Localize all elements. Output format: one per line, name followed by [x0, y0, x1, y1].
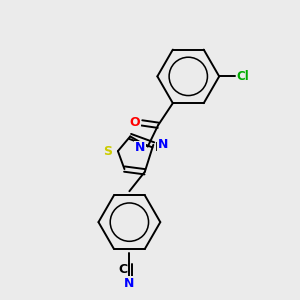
- Text: N: N: [124, 277, 135, 290]
- Text: N: N: [134, 141, 145, 154]
- Text: H: H: [155, 141, 164, 154]
- Text: O: O: [130, 116, 140, 129]
- Text: Cl: Cl: [236, 70, 249, 83]
- Text: C: C: [118, 263, 128, 276]
- Text: N: N: [158, 138, 168, 151]
- Text: S: S: [103, 145, 112, 158]
